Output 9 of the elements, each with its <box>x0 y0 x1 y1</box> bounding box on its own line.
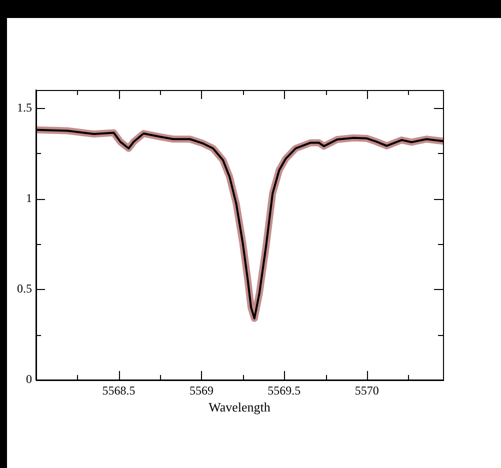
y-tick-label: 1.5 <box>17 100 32 114</box>
x-tick-label: 5568.5 <box>102 383 136 398</box>
y-tick-label: 0.5 <box>17 282 32 296</box>
x-axis-title: Wavelength <box>208 400 271 415</box>
y-tick-label: 0 <box>26 372 32 386</box>
x-tick-label: 5569 <box>189 383 214 398</box>
x-tick-label: 5570 <box>354 383 379 398</box>
x-tick-label: 5569.5 <box>268 383 301 398</box>
y-tick-label: 1 <box>26 190 32 205</box>
